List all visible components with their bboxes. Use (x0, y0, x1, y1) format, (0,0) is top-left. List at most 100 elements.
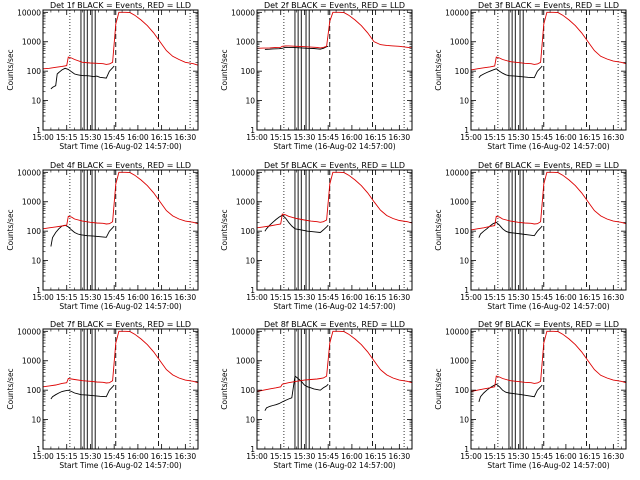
x-tick-label: 16:00 (341, 293, 363, 302)
y-tick-label: 10000 (445, 8, 469, 17)
x-tick-label: 15:15 (270, 293, 292, 302)
events-series-line (264, 375, 329, 411)
y-tick-label: 1000 (236, 38, 255, 47)
x-tick-label: 15:15 (270, 133, 292, 142)
panel-title: Det 3f BLACK = Events, RED = LLD (478, 1, 619, 10)
y-tick-label: 10000 (445, 168, 469, 177)
y-tick-label: 100 (27, 386, 42, 395)
y-tick-label: 100 (27, 227, 42, 236)
x-tick-label: 16:15 (579, 293, 601, 302)
y-tick-label: 1000 (22, 357, 41, 366)
plot-frame (470, 328, 627, 450)
x-tick-label: 15:45 (531, 452, 553, 461)
x-tick-label: 16:00 (341, 133, 363, 142)
y-tick-label: 1 (250, 445, 255, 454)
x-tick-label: 15:00 (460, 452, 482, 461)
panel-title: Det 2f BLACK = Events, RED = LLD (264, 1, 405, 10)
x-axis-label: Start Time (16-Aug-02 14:57:00) (487, 461, 609, 470)
x-tick-label: 15:00 (32, 452, 54, 461)
y-tick-label: 1000 (450, 357, 469, 366)
x-axis-label: Start Time (16-Aug-02 14:57:00) (59, 461, 181, 470)
y-axis-label: Counts/sec (434, 49, 443, 90)
x-tick-label: 16:30 (389, 452, 411, 461)
x-tick-label: 15:15 (56, 293, 78, 302)
x-tick-label: 15:00 (246, 293, 268, 302)
plot-frame (42, 169, 199, 291)
detector-panel: Det 8f BLACK = Events, RED = LLD 1 10 100 10… (220, 320, 413, 470)
detector-panel: Det 7f BLACK = Events, RED = LLD 1 10 100 10… (6, 320, 199, 470)
x-tick-label: 15:15 (270, 452, 292, 461)
lld-series-line (42, 11, 199, 70)
plot-frame (470, 169, 627, 291)
events-series-line (264, 45, 329, 50)
y-axis-label: Counts/sec (220, 49, 229, 90)
x-tick-label: 15:30 (80, 452, 102, 461)
x-axis-label: Start Time (16-Aug-02 14:57:00) (59, 302, 181, 311)
panel-title: Det 8f BLACK = Events, RED = LLD (264, 320, 405, 329)
x-tick-label: 15:30 (508, 452, 530, 461)
x-tick-label: 15:45 (317, 133, 339, 142)
y-tick-label: 1000 (22, 38, 41, 47)
x-tick-label: 16:15 (579, 133, 601, 142)
lld-series-line (256, 330, 413, 392)
detector-panel: Det 1f BLACK = Events, RED = LLD 1 10 100 10… (6, 1, 199, 151)
y-tick-label: 1 (36, 126, 41, 135)
panel-title: Det 7f BLACK = Events, RED = LLD (50, 320, 191, 329)
plot-frame (256, 9, 413, 131)
y-tick-label: 10000 (445, 327, 469, 336)
x-tick-label: 15:45 (317, 452, 339, 461)
x-axis-label: Start Time (16-Aug-02 14:57:00) (487, 302, 609, 311)
plot-frame (42, 328, 199, 450)
x-tick-label: 15:15 (484, 293, 506, 302)
x-tick-label: 15:30 (508, 293, 530, 302)
x-tick-label: 16:15 (151, 133, 173, 142)
y-tick-label: 1 (464, 126, 469, 135)
x-axis-label: Start Time (16-Aug-02 14:57:00) (273, 302, 395, 311)
x-tick-label: 16:30 (389, 293, 411, 302)
x-tick-label: 15:00 (460, 293, 482, 302)
y-tick-label: 100 (455, 386, 470, 395)
plot-frame (42, 9, 199, 131)
x-tick-label: 16:00 (555, 133, 577, 142)
y-axis-label: Counts/sec (6, 49, 15, 90)
lld-series-line (470, 11, 627, 71)
x-tick-label: 16:30 (175, 133, 197, 142)
y-tick-label: 10 (245, 416, 255, 425)
y-tick-label: 1 (36, 445, 41, 454)
y-tick-label: 10 (245, 97, 255, 106)
y-tick-label: 10 (31, 416, 41, 425)
y-tick-label: 10 (459, 97, 469, 106)
y-tick-label: 10 (459, 257, 469, 266)
lld-series-line (470, 330, 627, 392)
y-tick-label: 1000 (236, 198, 255, 207)
x-tick-label: 16:15 (365, 452, 387, 461)
x-tick-label: 16:15 (365, 133, 387, 142)
x-tick-label: 16:00 (555, 293, 577, 302)
lld-series-line (256, 171, 413, 229)
lld-series-line (470, 171, 627, 231)
detector-panel: Det 2f BLACK = Events, RED = LLD 1 10 100 10… (220, 1, 413, 151)
x-tick-label: 16:00 (341, 452, 363, 461)
x-tick-label: 16:15 (151, 293, 173, 302)
x-tick-label: 15:45 (317, 293, 339, 302)
y-tick-label: 1 (250, 126, 255, 135)
lld-series-line (42, 171, 199, 230)
x-tick-label: 15:15 (484, 452, 506, 461)
lld-series-line (42, 330, 199, 388)
events-series-line (50, 65, 115, 90)
x-tick-label: 16:15 (151, 452, 173, 461)
x-axis-label: Start Time (16-Aug-02 14:57:00) (273, 142, 395, 151)
y-tick-label: 10000 (17, 327, 41, 336)
x-axis-label: Start Time (16-Aug-02 14:57:00) (59, 142, 181, 151)
y-tick-label: 100 (27, 67, 42, 76)
x-tick-label: 15:00 (32, 133, 54, 142)
x-tick-label: 16:00 (555, 452, 577, 461)
x-tick-label: 16:30 (175, 293, 197, 302)
y-tick-label: 10000 (17, 168, 41, 177)
y-tick-label: 1000 (236, 357, 255, 366)
x-tick-label: 15:30 (80, 293, 102, 302)
x-tick-label: 15:30 (508, 133, 530, 142)
x-tick-label: 15:45 (103, 133, 125, 142)
events-series-line (478, 65, 543, 79)
y-tick-label: 1 (464, 445, 469, 454)
